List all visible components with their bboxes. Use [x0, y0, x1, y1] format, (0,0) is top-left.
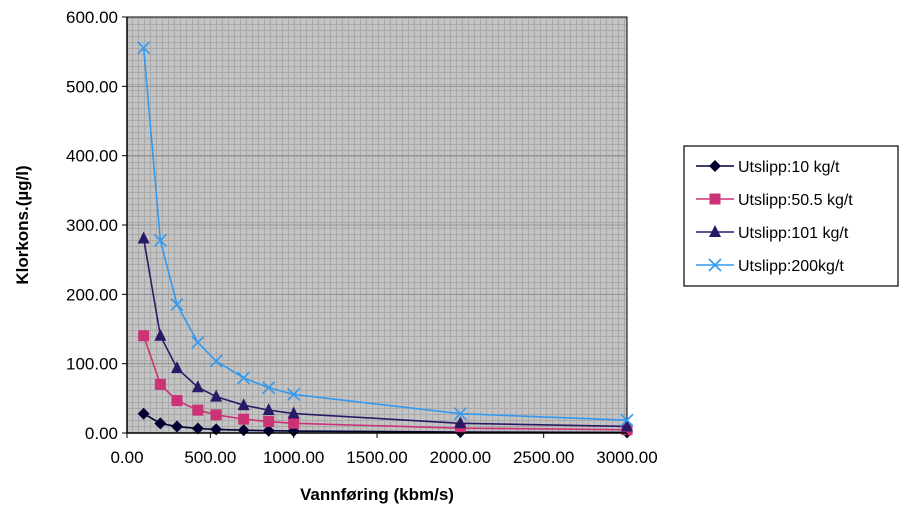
series-1-line: [143, 413, 628, 434]
series-4: [137, 41, 634, 427]
y-tick-label: 100.00: [66, 355, 118, 374]
series-4-point: [453, 407, 467, 421]
axes: 0.00 100.00 200.00 300.00 400.00 500.00 600.00…: [66, 8, 658, 467]
y-axis-title: Klorkons.(µg/l): [13, 165, 32, 284]
legend-label: Utslipp:200kg/t: [738, 258, 844, 275]
series-4-point: [209, 354, 223, 368]
legend-swatch-marker: [709, 160, 721, 172]
series-2-point: [238, 413, 250, 425]
x-tick-label: 1000.00: [263, 448, 324, 467]
series-4-point: [137, 41, 151, 55]
series-3-point: [237, 398, 250, 411]
y-tick-label: 500.00: [66, 77, 118, 96]
x-axis-title: Vannføring (kbm/s): [300, 485, 454, 504]
series-3-point: [454, 416, 467, 429]
x-tick-label: 1500.00: [346, 448, 407, 467]
series-3-point: [210, 389, 223, 402]
series-1-point: [171, 420, 183, 433]
series-4-point: [170, 298, 184, 312]
x-tick-label: 500.00: [184, 448, 236, 467]
legend-swatch-marker: [709, 225, 721, 237]
series-3-point: [171, 361, 183, 374]
gridlines: [127, 85, 627, 365]
series-2-line: [142, 335, 628, 431]
legend-label: Utslipp:101 kg/t: [738, 225, 849, 242]
series-2-point: [192, 404, 204, 416]
series-3-point: [137, 231, 150, 244]
series-2-point: [288, 417, 300, 429]
legend-item: Utslipp:200kg/t: [696, 258, 844, 275]
legend-box: [683, 145, 899, 287]
series-3-point: [154, 328, 167, 341]
series-4-point: [237, 371, 251, 385]
series-3-point: [191, 380, 204, 393]
series-2-point: [171, 395, 183, 407]
series-4-point: [620, 413, 634, 427]
y-tick-label: 300.00: [66, 216, 118, 235]
series-3: [137, 231, 633, 432]
legend-swatch-marker: [708, 258, 722, 272]
series-2-point: [263, 416, 275, 428]
series-1-point: [154, 417, 167, 430]
series-1-point: [137, 407, 150, 420]
x-tick-label: 0.00: [110, 448, 143, 467]
series-2-point: [210, 409, 222, 421]
y-tick-label: 200.00: [66, 285, 118, 304]
series-4-line: [142, 47, 628, 421]
legend-item: Utslipp:10 kg/t: [696, 159, 840, 176]
y-tick-label: 400.00: [66, 147, 118, 166]
legend-swatch-marker: [709, 193, 721, 205]
legend-item: Utslipp:50.5 kg/t: [696, 192, 853, 209]
series-3-point: [621, 419, 633, 432]
legend-label: Utslipp:10 kg/t: [738, 159, 840, 176]
x-tick-label: 3000.00: [596, 448, 657, 467]
series-3-point: [262, 403, 275, 416]
series-3-line: [142, 238, 628, 428]
legend-item: Utslipp:101 kg/t: [696, 225, 849, 242]
series-2-point: [138, 330, 150, 342]
series-layer: [137, 41, 634, 439]
y-tick-label: 600.00: [66, 8, 118, 27]
series-3-point: [287, 406, 300, 419]
x-tick-label: 2500.00: [513, 448, 574, 467]
y-tick-label: 0.00: [85, 424, 118, 443]
series-4-point: [262, 381, 276, 395]
legend: Utslipp:10 kg/t Utslipp:50.5 kg/t Utslipp:…: [683, 145, 899, 287]
x-tick-label: 2000.00: [430, 448, 491, 467]
series-2-point: [154, 378, 166, 390]
series-1-point: [191, 422, 204, 435]
series-4-point: [153, 233, 167, 247]
legend-label: Utslipp:50.5 kg/t: [738, 192, 853, 209]
series-4-point: [287, 387, 301, 402]
series-4-point: [191, 335, 205, 349]
